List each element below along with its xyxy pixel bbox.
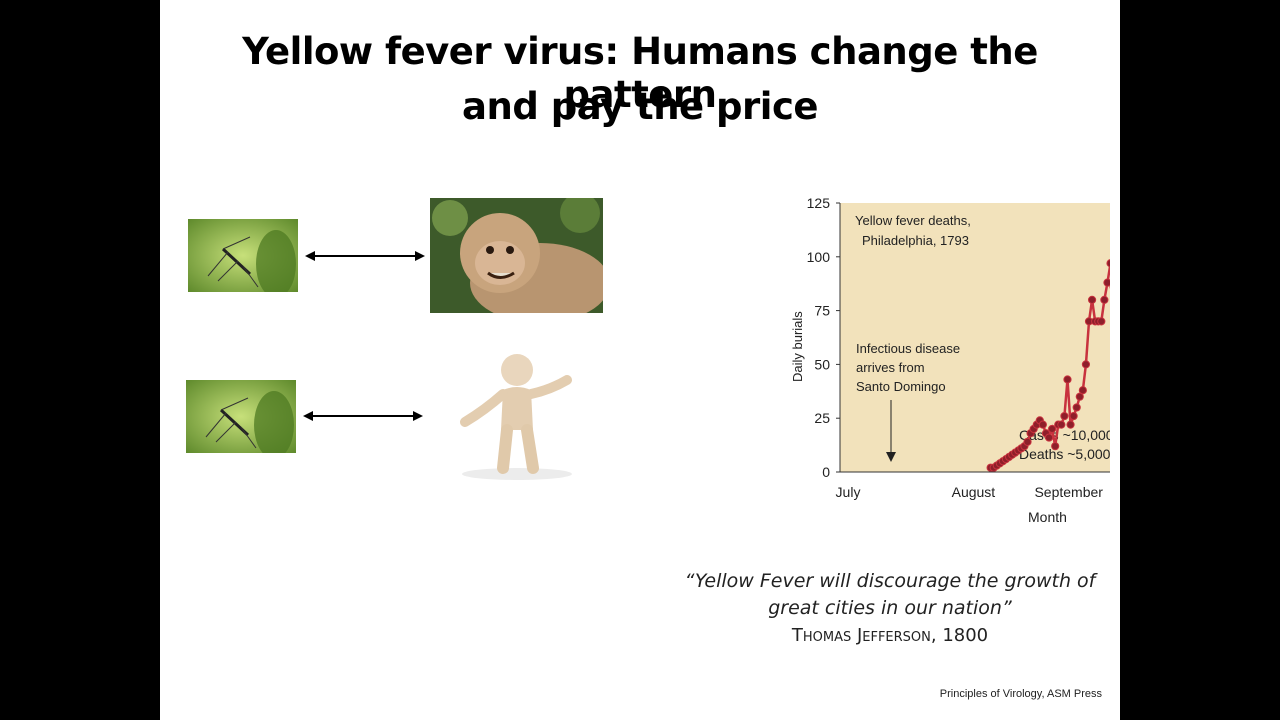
- data-point: [1044, 433, 1054, 442]
- yellow-fever-chart: Infectious disease arrives from Santo Domi…: [770, 190, 1110, 535]
- annotation-cases: Cases ~10,000: [1019, 427, 1110, 443]
- y-axis-label: Daily burials: [790, 311, 805, 382]
- y-tick-label: 125: [807, 195, 831, 211]
- y-tick-label: 100: [807, 249, 831, 265]
- y-tick-label: 0: [822, 464, 830, 480]
- data-point: [1048, 424, 1057, 434]
- data-point: [1066, 420, 1075, 429]
- data-point: [1100, 295, 1109, 304]
- data-point: [1106, 259, 1110, 268]
- data-point: [1060, 411, 1069, 421]
- data-point: [1072, 403, 1081, 412]
- x-tick-label: September: [1034, 484, 1103, 500]
- monkey-photo: [430, 198, 603, 313]
- y-tick-label: 75: [814, 303, 830, 319]
- quote-line-1: “Yellow Fever will discourage the growth…: [684, 570, 1096, 592]
- mosquito-photo-1: [188, 219, 298, 292]
- data-point: [1063, 375, 1072, 384]
- person-icon: [460, 354, 572, 480]
- annotation-arrival: Infectious disease: [856, 341, 960, 356]
- data-point: [1075, 392, 1084, 401]
- data-point: [1057, 420, 1066, 429]
- chart-title: Yellow fever deaths,: [855, 213, 971, 228]
- annotation-deaths: Deaths ~5,000: [1019, 446, 1110, 462]
- plot-area: [840, 203, 1110, 472]
- data-point: [1081, 360, 1091, 369]
- x-tick-label: July: [836, 484, 861, 500]
- y-tick-label: 50: [814, 356, 830, 372]
- mosquito-photo-2: [186, 380, 296, 453]
- annotation-arrival: arrives from: [856, 360, 925, 375]
- double-arrow-icon: [303, 411, 423, 421]
- human-figure: [455, 350, 580, 480]
- x-axis-label: Month: [1028, 509, 1067, 525]
- data-point: [1023, 437, 1032, 446]
- data-point: [1069, 411, 1078, 421]
- data-point: [1087, 295, 1097, 304]
- source-credit: Principles of Virology, ASM Press: [939, 688, 1102, 700]
- slide-title-line-2: and pay the price: [462, 85, 818, 128]
- data-point: [1051, 442, 1060, 451]
- double-arrow-icon: [305, 251, 425, 261]
- slide: Yellow fever virus: Humans change the pa…: [160, 0, 1120, 720]
- x-tick-label: August: [952, 484, 996, 500]
- data-point: [1103, 278, 1110, 287]
- mosquito-icon: [186, 380, 296, 453]
- quote-author: Thomas Jefferson, 1800: [791, 625, 989, 646]
- data-point: [1038, 420, 1047, 429]
- slide-title-line-1: Yellow fever virus: Humans change the pa…: [242, 30, 1038, 116]
- data-point: [1097, 317, 1106, 326]
- arrival-arrowhead: [886, 452, 896, 462]
- annotation-arrival: Santo Domingo: [856, 379, 946, 394]
- monkey-icon: [430, 198, 603, 313]
- mosquito-icon: [188, 219, 298, 292]
- quote-line-2: great cities in our nation”: [768, 597, 1012, 619]
- y-tick-label: 25: [814, 410, 830, 426]
- chart-subtitle: Philadelphia, 1793: [862, 233, 969, 248]
- data-point: [1078, 386, 1087, 395]
